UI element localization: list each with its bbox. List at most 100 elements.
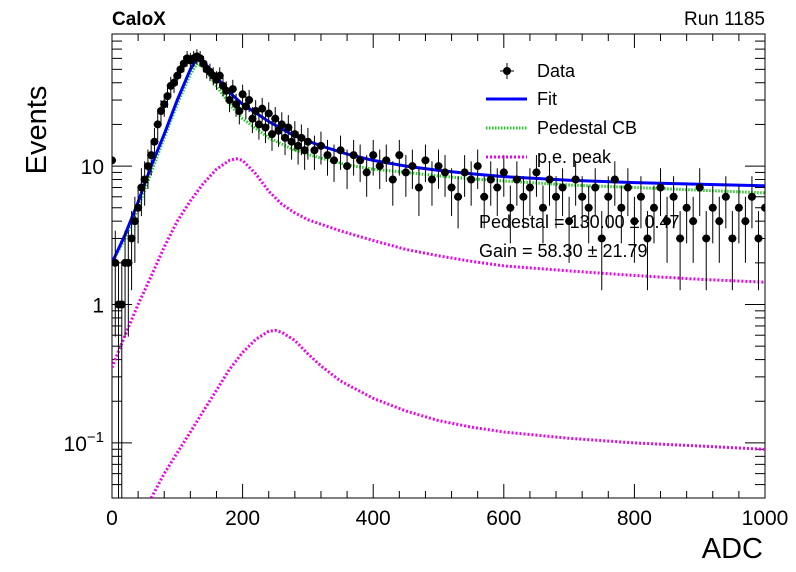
data-point: [754, 234, 763, 243]
data-point: [228, 85, 237, 94]
data-point: [382, 156, 391, 165]
x-axis-label: ADC: [702, 533, 763, 565]
x-tick-label: 0: [106, 507, 118, 530]
data-point: [130, 217, 139, 226]
data-point: [150, 137, 159, 146]
data-point: [676, 234, 685, 243]
data-point: [467, 175, 476, 184]
legend-label-pe-peak: p.e. peak: [537, 147, 612, 167]
data-point: [630, 217, 639, 226]
y-axis-label: Events: [21, 86, 53, 175]
data-point: [303, 137, 312, 146]
data-point: [143, 162, 152, 171]
data-point: [287, 137, 296, 146]
data-point: [610, 175, 619, 184]
data-point: [235, 107, 244, 116]
data-point: [480, 192, 489, 201]
legend-label-data: Data: [537, 61, 576, 81]
x-tick-label: 400: [356, 507, 391, 530]
data-point: [284, 123, 293, 132]
data-point: [297, 133, 306, 142]
data-point: [388, 175, 397, 184]
data-point: [215, 71, 224, 80]
data-point: [558, 183, 567, 192]
data-point: [401, 168, 410, 177]
experiment-label: CaloX: [112, 9, 166, 30]
legend-entry-pe-peak: p.e. peak: [486, 147, 612, 167]
data-point: [124, 258, 133, 267]
data-point: [663, 217, 672, 226]
data-point: [274, 126, 283, 135]
data-point: [506, 203, 515, 212]
x-tick-label: 1000: [742, 507, 789, 530]
pedestal-annotation: Pedestal = 130.00 ± 0.47: [479, 212, 680, 232]
data-point: [747, 192, 756, 201]
data-point: [702, 234, 711, 243]
data-point: [538, 203, 547, 212]
data-point: [241, 102, 250, 111]
data-point: [140, 175, 149, 184]
data-point: [421, 156, 430, 165]
data-point: [643, 234, 652, 243]
data-point: [300, 146, 309, 155]
y-tick-label: 10−1: [64, 429, 104, 456]
data-point: [441, 168, 450, 177]
data-point: [147, 151, 156, 160]
pe-peak-curve: [149, 328, 765, 498]
data-point: [134, 203, 143, 212]
x-tick-label: 600: [486, 507, 521, 530]
data-point: [473, 162, 482, 171]
y-tick-exponent: −1: [87, 429, 104, 446]
data-point: [761, 203, 765, 212]
series-clip-group: [112, 49, 765, 498]
data-point: [552, 192, 561, 201]
pe-peak-curve: [112, 157, 765, 369]
data-point: [649, 203, 658, 212]
data-point: [689, 217, 698, 226]
data-point: [728, 234, 737, 243]
data-point: [434, 162, 443, 171]
data-point: [267, 130, 276, 139]
data-point: [532, 168, 541, 177]
data-point: [248, 114, 257, 123]
data-point: [578, 192, 587, 201]
x-tick-label: 800: [617, 507, 652, 530]
data-point: [261, 123, 270, 132]
data-point: [316, 141, 325, 150]
data-points: [112, 49, 765, 498]
data-point: [290, 130, 299, 139]
data-point: [127, 234, 136, 243]
legend-entry-data: Data: [500, 61, 576, 81]
data-point: [112, 156, 116, 165]
data-point: [695, 183, 704, 192]
data-point: [254, 120, 263, 129]
data-point: [414, 183, 423, 192]
data-point: [343, 162, 352, 171]
data-point: [623, 183, 632, 192]
legend-entry-pedestal-cb: Pedestal CB: [486, 118, 637, 138]
legend-label-fit: Fit: [537, 89, 557, 109]
data-point: [499, 168, 508, 177]
data-point: [669, 192, 678, 201]
data-point: [137, 183, 146, 192]
data-point: [519, 192, 528, 201]
data-point: [323, 151, 332, 160]
data-point: [112, 258, 120, 267]
data-point: [460, 168, 469, 177]
legend: Data Fit Pedestal CB p.e. peak: [486, 61, 637, 167]
data-point: [512, 175, 521, 184]
data-point: [408, 162, 417, 171]
data-point: [369, 151, 378, 160]
data-point: [395, 151, 404, 160]
data-point: [591, 183, 600, 192]
data-point: [264, 109, 273, 118]
data-point: [545, 175, 554, 184]
gain-annotation: Gain = 58.30 ± 21.79: [479, 241, 648, 261]
data-point: [222, 86, 231, 95]
data-point: [656, 183, 665, 192]
data-point: [375, 162, 384, 171]
data-point: [277, 120, 286, 129]
data-point: [486, 175, 495, 184]
legend-label-pedestal-cb: Pedestal CB: [537, 118, 637, 138]
